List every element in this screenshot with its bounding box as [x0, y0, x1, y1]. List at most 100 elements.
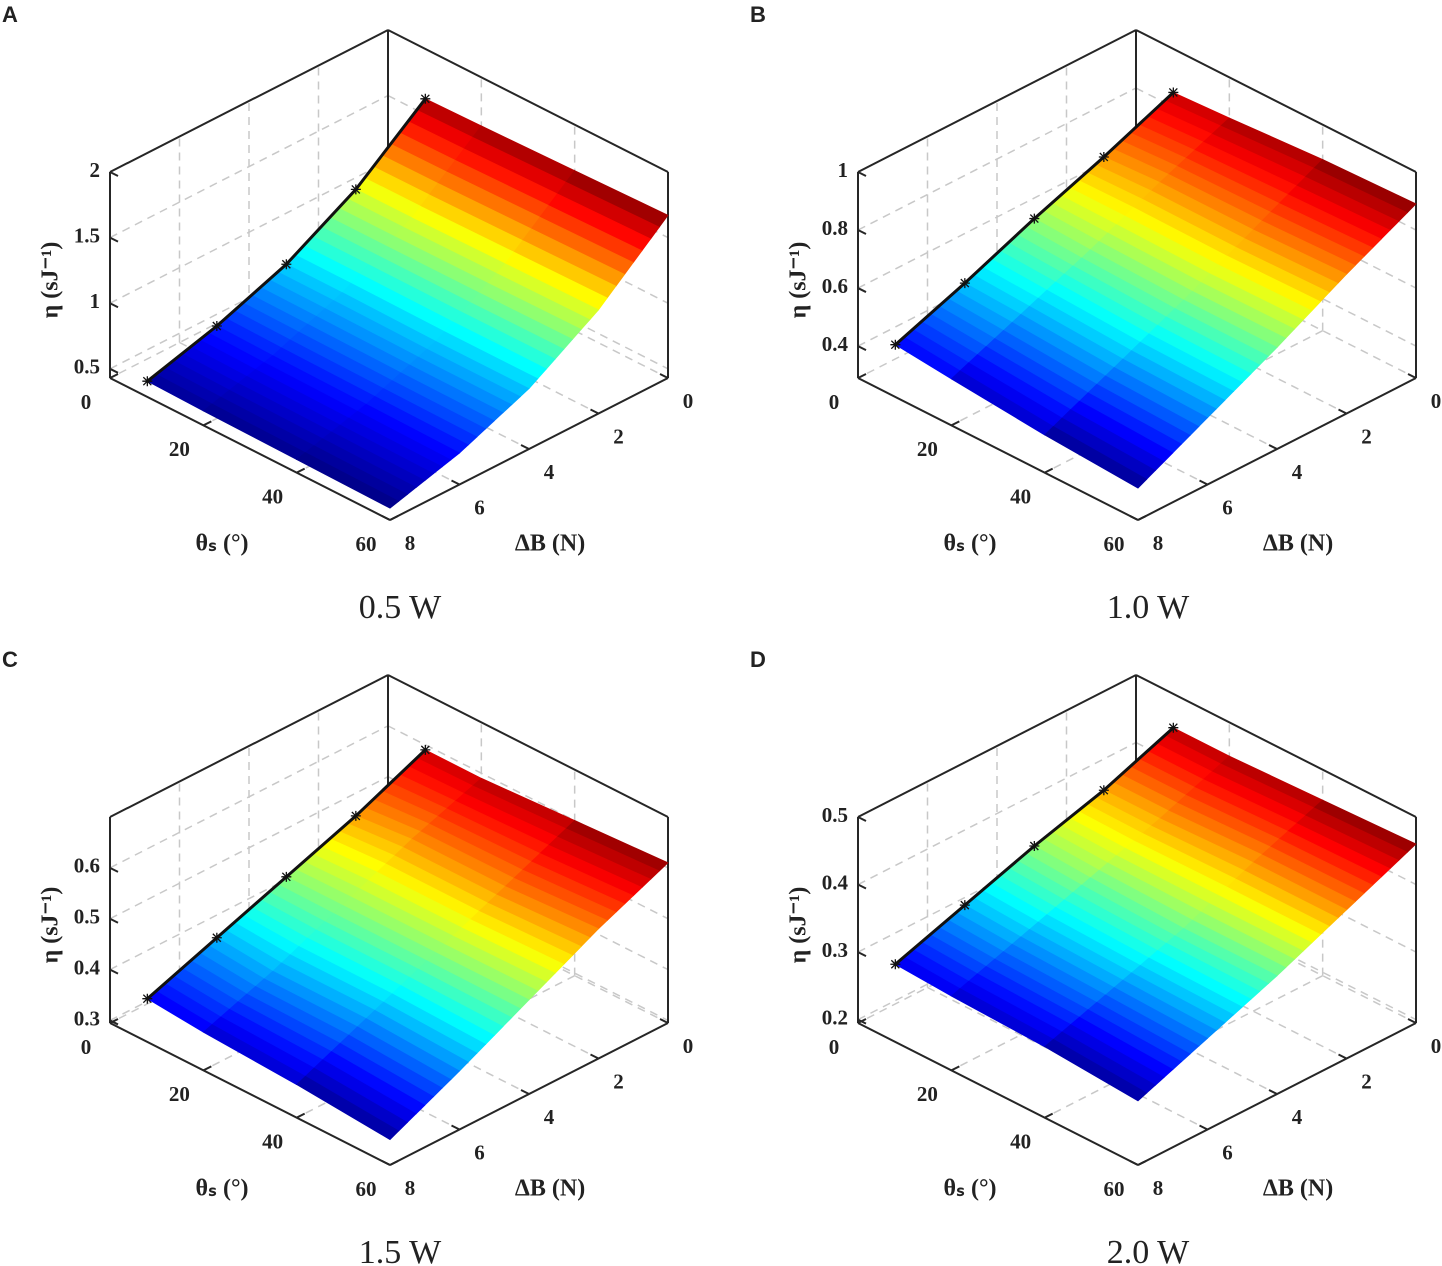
- tick-mark: [296, 1112, 306, 1119]
- y-tick-label: 0: [683, 1034, 694, 1058]
- tick-mark: [109, 968, 119, 975]
- marker: [142, 376, 153, 387]
- z-tick-label: 0.5: [822, 803, 848, 827]
- marker: [1168, 722, 1179, 733]
- panel-caption: 1.5 W: [359, 1234, 442, 1266]
- axis-box: [857, 29, 1137, 173]
- z-tick-label: 0.4: [822, 332, 849, 356]
- marker: [1029, 840, 1040, 851]
- y-tick-label: 8: [405, 531, 416, 555]
- tick-mark: [109, 1019, 119, 1026]
- tick-mark: [1407, 1018, 1417, 1024]
- y-tick-label: 6: [474, 1140, 485, 1164]
- axis-box: [1135, 674, 1417, 818]
- z-tick-label: 0.3: [822, 938, 848, 962]
- y-tick-label: 8: [1153, 531, 1164, 555]
- tick-mark: [1129, 515, 1139, 521]
- surface-patch: [296, 1075, 400, 1141]
- y-tick-label: 0: [1431, 389, 1442, 413]
- panel-label: B: [750, 2, 766, 27]
- axis-box: [1135, 29, 1417, 173]
- x-tick-label: 0: [829, 1035, 840, 1059]
- tick-mark: [202, 1065, 212, 1072]
- tick-mark: [202, 420, 212, 427]
- z-axis-label: η (sJ⁻¹): [786, 242, 812, 319]
- y-tick-label: 6: [1222, 1140, 1233, 1164]
- x-tick-label: 40: [1010, 1129, 1031, 1153]
- tick-mark: [296, 467, 306, 474]
- tick-mark: [109, 171, 119, 177]
- z-tick-label: 1: [838, 158, 849, 182]
- z-tick-label: 2: [90, 158, 101, 182]
- marker: [1098, 785, 1109, 796]
- axis-box: [109, 377, 391, 521]
- axis-box: [857, 674, 1137, 818]
- panel-caption: 0.5 W: [359, 589, 442, 626]
- tick-mark: [1338, 1053, 1347, 1060]
- z-axis-label: η (sJ⁻¹): [786, 887, 812, 964]
- marker: [211, 321, 222, 332]
- marker: [142, 993, 153, 1004]
- x-tick-label: 0: [81, 390, 92, 414]
- tick-mark: [1338, 408, 1347, 415]
- x-axis-label: θₛ (°): [943, 1176, 996, 1202]
- marker: [420, 93, 431, 104]
- axis-box: [109, 1022, 391, 1166]
- y-tick-label: 6: [1222, 495, 1233, 519]
- x-tick-label: 20: [917, 437, 938, 461]
- y-tick-label: 4: [1292, 460, 1303, 484]
- tick-mark: [381, 515, 391, 521]
- z-tick-label: 1: [90, 289, 101, 313]
- z-tick-label: 0.4: [74, 955, 101, 979]
- panel-label: A: [2, 2, 18, 27]
- tick-mark: [950, 1065, 960, 1072]
- y-tick-label: 0: [683, 389, 694, 413]
- tick-mark: [1268, 1089, 1278, 1095]
- tick-mark: [1129, 1160, 1139, 1166]
- tick-mark: [1268, 444, 1278, 450]
- tick-mark: [857, 287, 867, 293]
- y-tick-label: 2: [1361, 1069, 1372, 1093]
- tick-mark: [659, 1018, 669, 1024]
- panel-label: D: [750, 647, 766, 672]
- x-tick-label: 0: [829, 390, 840, 414]
- z-tick-label: 0.6: [74, 854, 100, 878]
- x-axis-label: θₛ (°): [943, 531, 996, 557]
- x-tick-label: 40: [1010, 484, 1031, 508]
- z-tick-label: 0.5: [74, 905, 100, 929]
- tick-mark: [857, 373, 867, 379]
- axis-box: [109, 674, 389, 818]
- z-axis-label: η (sJ⁻¹): [38, 242, 64, 319]
- tick-mark: [857, 229, 867, 235]
- y-axis-label: ΔB (N): [1263, 1176, 1333, 1202]
- marker: [1029, 213, 1040, 224]
- marker: [1098, 151, 1109, 162]
- x-tick-label: 60: [1104, 532, 1125, 556]
- tick-mark: [1199, 1124, 1208, 1131]
- z-tick-label: 1.5: [74, 223, 100, 247]
- x-tick-label: 40: [262, 1129, 283, 1153]
- grid-line: [387, 725, 669, 869]
- tick-mark: [590, 408, 599, 415]
- tick-mark: [1044, 467, 1054, 474]
- surface-patch: [295, 452, 400, 509]
- tick-mark: [857, 951, 867, 957]
- y-tick-label: 6: [474, 495, 485, 519]
- z-tick-label: 0.6: [822, 274, 848, 298]
- tick-mark: [1044, 1112, 1054, 1119]
- x-axis-label: θₛ (°): [195, 531, 248, 557]
- tick-mark: [1137, 515, 1147, 521]
- marker: [350, 810, 361, 821]
- axis-box: [387, 674, 669, 818]
- y-tick-label: 4: [544, 1105, 555, 1129]
- surface-patch: [1043, 1038, 1148, 1102]
- marker: [890, 339, 901, 350]
- y-axis-label: ΔB (N): [1263, 531, 1333, 557]
- tick-mark: [381, 1160, 391, 1166]
- marker: [1168, 87, 1179, 98]
- z-axis-label: η (sJ⁻¹): [38, 887, 64, 964]
- tick-mark: [451, 479, 460, 486]
- tick-mark: [520, 1089, 530, 1095]
- x-tick-label: 60: [356, 1177, 377, 1201]
